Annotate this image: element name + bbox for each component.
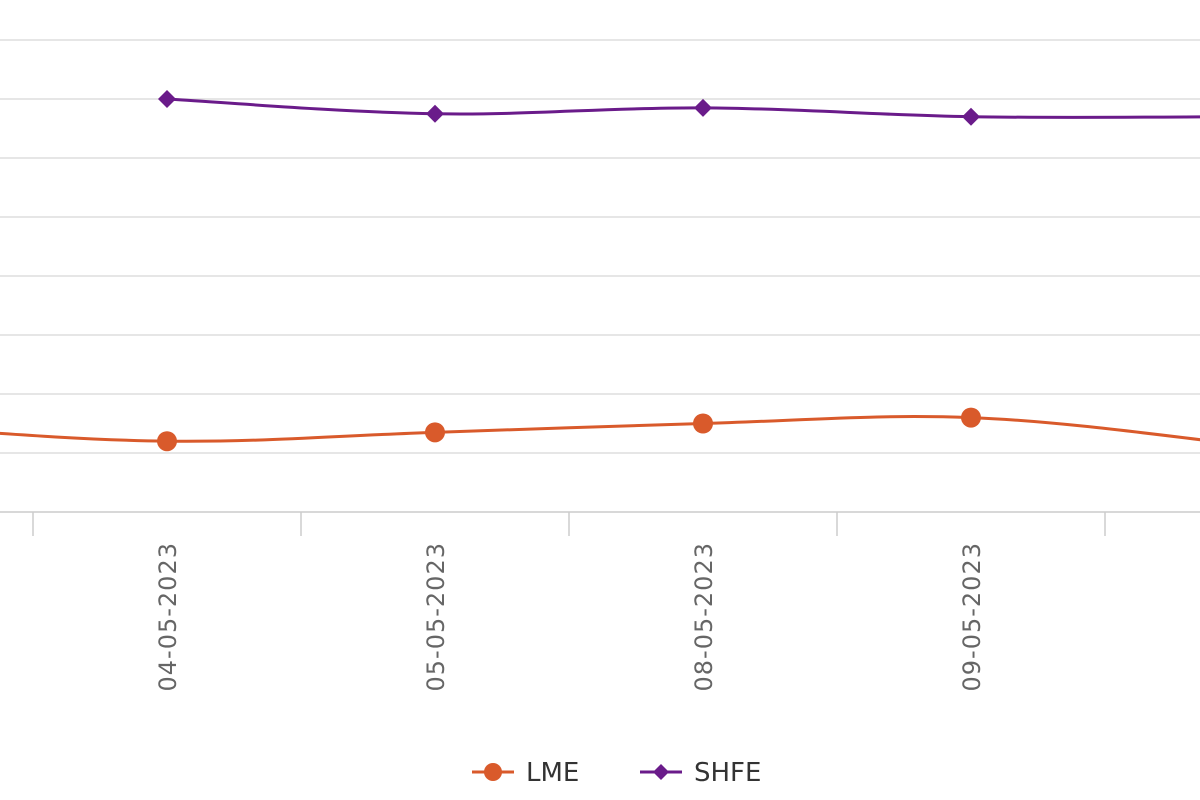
legend-item-shfe[interactable]: SHFE [640, 758, 761, 788]
data-point-lme[interactable] [693, 413, 713, 434]
x-tick-label: 04-05-2023 [154, 542, 182, 691]
series-lines [0, 97, 1200, 443]
x-tick-label: 05-05-2023 [422, 542, 450, 691]
legend-circle-marker [484, 763, 502, 781]
series-line-lme [0, 415, 1200, 443]
legend-label: LME [526, 758, 579, 788]
legend-item-lme[interactable]: LME [472, 758, 579, 788]
data-point-shfe[interactable] [426, 104, 444, 123]
x-tick-label: 09-05-2023 [958, 542, 986, 691]
data-point-lme[interactable] [961, 407, 981, 428]
data-point-shfe[interactable] [962, 107, 980, 126]
x-axis [0, 511, 1200, 536]
x-tick-label: 08-05-2023 [690, 542, 718, 691]
grid [0, 39, 1200, 454]
series-line-shfe [166, 97, 1200, 119]
data-point-lme[interactable] [157, 431, 177, 452]
data-point-shfe[interactable] [158, 90, 176, 108]
legend-diamond-marker [653, 764, 669, 780]
x-tick-labels: 04-05-2023 05-05-2023 08-05-2023 09-05-2023 [154, 542, 986, 691]
series-markers [157, 90, 981, 452]
legend-label: SHFE [694, 758, 761, 788]
legend: LME SHFE [472, 758, 761, 788]
data-point-shfe[interactable] [694, 98, 712, 117]
data-point-lme[interactable] [425, 422, 445, 443]
